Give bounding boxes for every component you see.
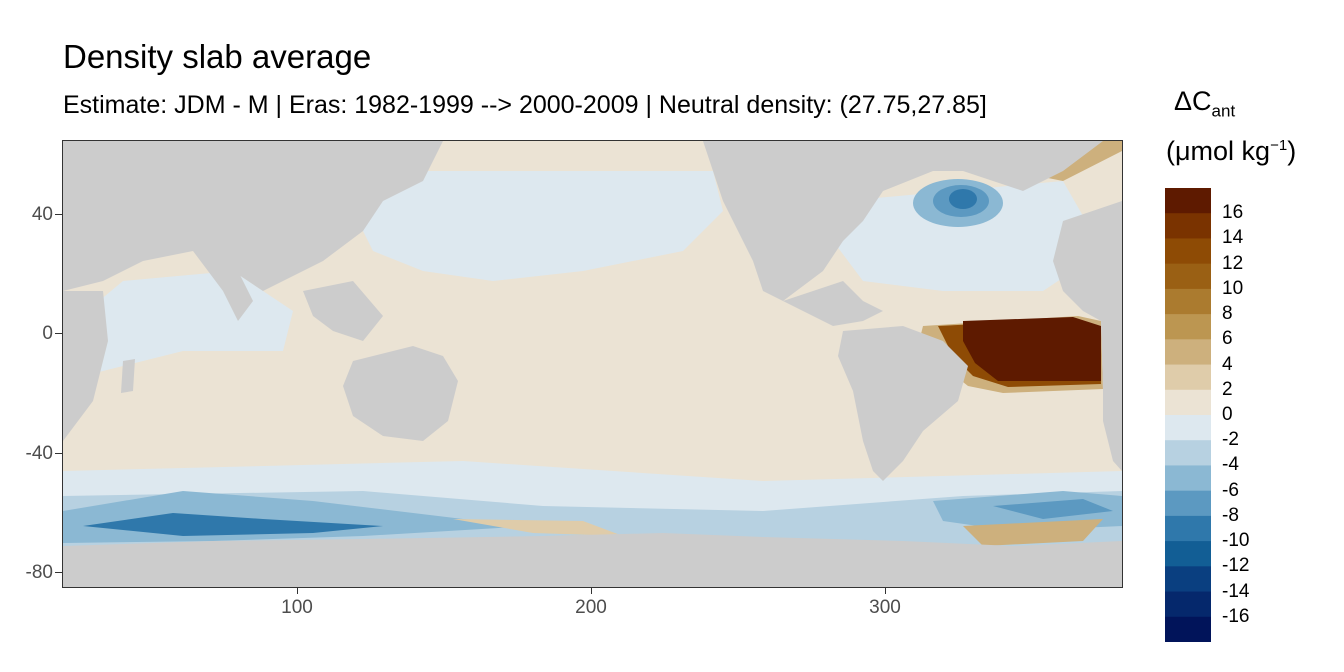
x-tick-label: 100 [281, 597, 313, 618]
land-australia [343, 346, 458, 441]
colorbar-swatch [1165, 616, 1211, 642]
chart-title: Density slab average [63, 38, 372, 75]
labrador-blue-core [949, 189, 977, 209]
colorbar-label: -10 [1222, 530, 1250, 552]
x-tickmark-200 [591, 587, 592, 594]
colorbar-label: -12 [1222, 555, 1250, 577]
y-tick-label: -40 [25, 443, 53, 464]
colorbar-label: 12 [1222, 252, 1244, 274]
colorbar-swatch [1165, 213, 1211, 240]
colorbar-label: 2 [1222, 378, 1233, 400]
colorbar-label: 16 [1222, 202, 1244, 224]
southern-ocean-deep-blue-2 [993, 499, 1113, 519]
colorbar-swatch [1165, 541, 1211, 567]
y-tick-label: 0 [42, 323, 53, 344]
colorbar-label: -4 [1222, 454, 1239, 476]
north-pacific-light-blue [353, 171, 723, 281]
colorbar-swatch [1165, 566, 1211, 593]
colorbar-swatch [1165, 465, 1211, 492]
legend-title-unit: (μmol kg−1) [1166, 136, 1297, 166]
y-tick-label: 40 [31, 204, 53, 225]
land-north-america [703, 141, 1122, 301]
colorbar-swatch [1165, 515, 1211, 542]
colorbar-label: -8 [1222, 504, 1239, 526]
colorbar-swatch [1165, 238, 1211, 265]
land-eurasia [63, 141, 443, 291]
colorbar-label: -2 [1222, 429, 1239, 451]
colorbar [1165, 188, 1211, 642]
map-panel [62, 140, 1123, 588]
colorbar-label: -14 [1222, 580, 1250, 602]
land-central-america [783, 281, 883, 326]
land-africa [1053, 201, 1122, 471]
colorbar-label: -16 [1222, 605, 1250, 627]
y-tickmark-0 [55, 333, 62, 334]
y-tickmark-neg80 [55, 572, 62, 573]
colorbar-label: 0 [1222, 404, 1233, 425]
colorbar-swatch [1165, 288, 1211, 315]
north-atlantic-light-blue [833, 181, 1103, 291]
colorbar-swatch [1165, 339, 1211, 366]
y-tickmark-neg40 [55, 453, 62, 454]
land [63, 141, 1122, 587]
land-antarctica [63, 533, 1122, 587]
y-tickmark-40 [55, 214, 62, 215]
colorbar-swatch [1165, 263, 1211, 290]
legend-title-symbol: ΔCant [1174, 86, 1236, 121]
land-greenland [943, 141, 1063, 166]
colorbar-swatch [1165, 490, 1211, 517]
colorbar-swatch [1165, 591, 1211, 618]
land-india [193, 251, 253, 321]
x-tick-label: 200 [575, 597, 607, 618]
colorbar-swatch [1165, 364, 1211, 391]
land-africa-west [63, 291, 108, 441]
land-se-asia [303, 281, 383, 341]
colorbar-label: 10 [1222, 277, 1244, 299]
land-south-america [838, 326, 968, 481]
land-madagascar [121, 359, 135, 393]
colorbar-label: -6 [1222, 479, 1239, 501]
colorbar-label: 8 [1222, 303, 1233, 325]
colorbar-swatch [1165, 415, 1211, 441]
x-tickmark-300 [885, 587, 886, 594]
southern-ocean-deep-blue [83, 513, 383, 536]
x-tickmark-100 [297, 587, 298, 594]
colorbar-swatch [1165, 440, 1211, 467]
chart-subtitle: Estimate: JDM - M | Eras: 1982-1999 --> … [63, 91, 987, 119]
colorbar-label: 6 [1222, 328, 1233, 350]
colorbar-swatch [1165, 188, 1211, 214]
colorbar-label: 14 [1222, 227, 1244, 249]
colorbar-label: 4 [1222, 353, 1233, 375]
x-tick-label: 300 [869, 597, 901, 618]
southern-positive-patch [453, 519, 623, 536]
colorbar-swatch [1165, 389, 1211, 416]
map-svg [63, 141, 1122, 587]
tropical-atlantic-core [963, 317, 1101, 381]
y-tick-label: -80 [25, 562, 53, 583]
southern-positive-patch-2 [963, 519, 1103, 546]
colorbar-swatch [1165, 314, 1211, 340]
